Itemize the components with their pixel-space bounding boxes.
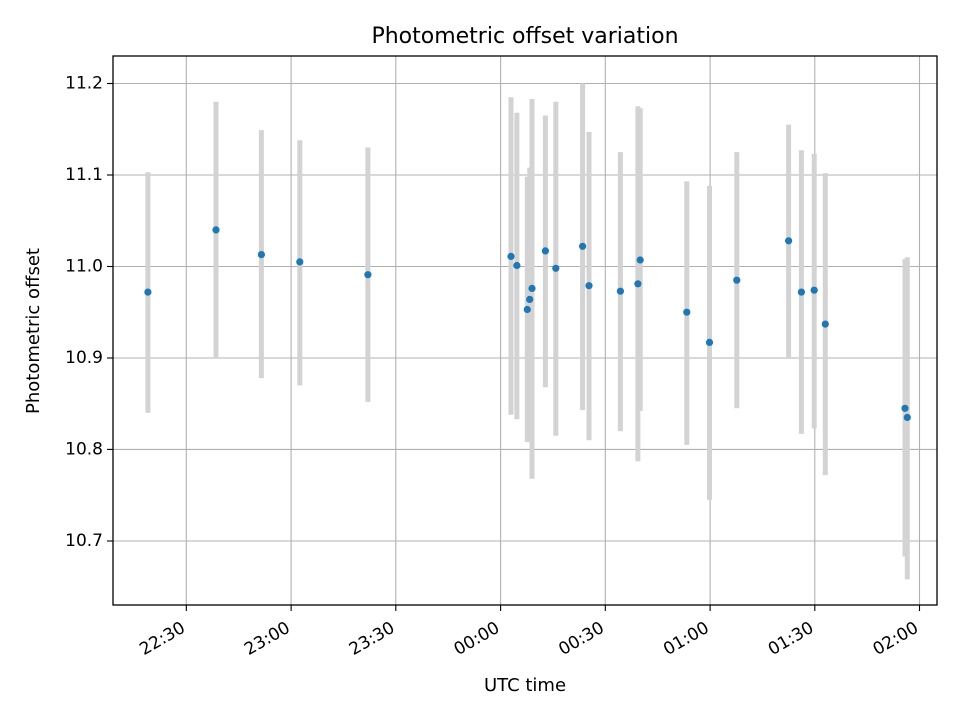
y-tick-label: 11.1 bbox=[65, 165, 103, 185]
data-point bbox=[810, 286, 818, 294]
y-tick-label: 10.7 bbox=[65, 531, 103, 551]
data-point bbox=[683, 308, 691, 316]
data-point bbox=[523, 305, 531, 314]
data-point bbox=[364, 271, 372, 279]
data-points bbox=[144, 226, 911, 421]
data-point bbox=[585, 282, 593, 290]
data-point bbox=[552, 264, 560, 272]
data-point bbox=[144, 288, 152, 296]
data-point bbox=[634, 280, 642, 288]
data-point bbox=[296, 258, 304, 266]
y-tick-label: 10.8 bbox=[65, 439, 103, 459]
y-tick-label: 11.2 bbox=[65, 74, 103, 94]
data-point bbox=[507, 252, 515, 260]
plot-frame bbox=[112, 55, 938, 606]
x-axis-title: UTC time bbox=[484, 675, 566, 696]
y-axis-ticks: 10.7 10.8 10.9 11.0 11.1 11.2 bbox=[65, 74, 113, 551]
chart-title: Photometric offset variation bbox=[371, 24, 678, 49]
y-tick-label: 11.0 bbox=[65, 257, 103, 277]
data-point bbox=[821, 320, 829, 328]
data-point bbox=[733, 276, 741, 284]
data-point bbox=[541, 247, 550, 255]
data-point bbox=[212, 226, 220, 234]
data-point bbox=[257, 251, 265, 259]
data-point bbox=[526, 295, 534, 303]
data-point bbox=[636, 256, 644, 264]
data-point bbox=[579, 242, 587, 250]
data-point bbox=[528, 284, 536, 292]
data-point bbox=[513, 261, 521, 270]
data-point bbox=[705, 338, 714, 346]
data-point bbox=[616, 287, 625, 295]
data-point bbox=[797, 288, 806, 296]
y-axis-title: Photometric offset bbox=[23, 248, 44, 414]
data-point bbox=[901, 404, 909, 412]
y-tick-label: 10.9 bbox=[65, 348, 103, 368]
data-point bbox=[785, 237, 793, 245]
data-point bbox=[903, 413, 911, 421]
